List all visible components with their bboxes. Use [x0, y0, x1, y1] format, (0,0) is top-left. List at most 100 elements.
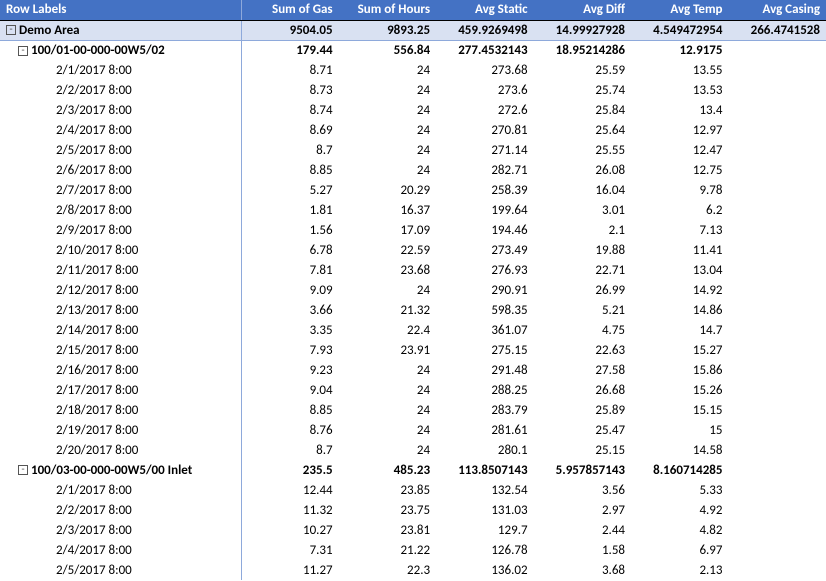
- group-1-row-19-avg-static[interactable]: 280.1: [436, 440, 533, 460]
- group-2-avg-casing[interactable]: [729, 460, 826, 480]
- group-2-row-4-avg-diff[interactable]: 3.68: [534, 560, 631, 580]
- group-2-label-cell[interactable]: -100/03-00-000-00W5/00 Inlet: [0, 460, 241, 480]
- group-2-avg-temp[interactable]: 8.160714285: [631, 460, 728, 480]
- collapse-icon[interactable]: -: [6, 25, 16, 35]
- group-1-row-14-avg-temp[interactable]: 15.27: [631, 340, 728, 360]
- group-2-row-1-avg-static[interactable]: 131.03: [436, 500, 533, 520]
- group-1-row-18-sum-gas[interactable]: 8.76: [241, 420, 338, 440]
- row-label-cell[interactable]: 2/4/2017 8:00: [0, 540, 241, 560]
- group-1-row-16-avg-diff[interactable]: 26.68: [534, 380, 631, 400]
- group-1-row-17-avg-casing[interactable]: [729, 400, 826, 420]
- group-1-row-19-avg-diff[interactable]: 25.15: [534, 440, 631, 460]
- group-1-row-12-avg-casing[interactable]: [729, 300, 826, 320]
- row-label-cell[interactable]: 2/15/2017 8:00: [0, 340, 241, 360]
- group-1-row-2-sum-hours[interactable]: 24: [339, 100, 436, 120]
- collapse-icon[interactable]: -: [18, 465, 28, 475]
- group-1-row-1-avg-diff[interactable]: 25.74: [534, 80, 631, 100]
- row-label-cell[interactable]: 2/4/2017 8:00: [0, 120, 241, 140]
- group-1-avg-diff[interactable]: 18.95214286: [534, 40, 631, 60]
- group-1-row-11-avg-diff[interactable]: 26.99: [534, 280, 631, 300]
- group-2-row-0-sum-hours[interactable]: 23.85: [339, 480, 436, 500]
- group-1-row-2-avg-static[interactable]: 272.6: [436, 100, 533, 120]
- group-1-row-18-avg-diff[interactable]: 25.47: [534, 420, 631, 440]
- group-1-row-1-avg-temp[interactable]: 13.53: [631, 80, 728, 100]
- group-1-row-3-avg-temp[interactable]: 12.97: [631, 120, 728, 140]
- row-label-cell[interactable]: 2/5/2017 8:00: [0, 560, 241, 580]
- grand-sum-hours[interactable]: 9893.25: [339, 20, 436, 40]
- grand-avg-casing[interactable]: 266.4741528: [729, 20, 826, 40]
- group-1-row-5-avg-temp[interactable]: 12.75: [631, 160, 728, 180]
- group-1-row-17-avg-temp[interactable]: 15.15: [631, 400, 728, 420]
- group-1-row-15-avg-casing[interactable]: [729, 360, 826, 380]
- group-2-row-0-avg-static[interactable]: 132.54: [436, 480, 533, 500]
- group-1-row-8-avg-casing[interactable]: [729, 220, 826, 240]
- group-2-row-1-avg-temp[interactable]: 4.92: [631, 500, 728, 520]
- header-avg-diff[interactable]: Avg Diff: [534, 0, 631, 20]
- row-label-cell[interactable]: 2/2/2017 8:00: [0, 80, 241, 100]
- group-1-row-4-avg-diff[interactable]: 25.55: [534, 140, 631, 160]
- row-label-cell[interactable]: 2/12/2017 8:00: [0, 280, 241, 300]
- group-1-row-12-avg-static[interactable]: 598.35: [436, 300, 533, 320]
- group-1-row-17-avg-diff[interactable]: 25.89: [534, 400, 631, 420]
- grand-avg-temp[interactable]: 4.549472954: [631, 20, 728, 40]
- row-label-cell[interactable]: 2/2/2017 8:00: [0, 500, 241, 520]
- group-1-row-10-sum-gas[interactable]: 7.81: [241, 260, 338, 280]
- group-1-row-10-avg-static[interactable]: 276.93: [436, 260, 533, 280]
- group-1-row-9-avg-casing[interactable]: [729, 240, 826, 260]
- group-2-row-2-avg-static[interactable]: 129.7: [436, 520, 533, 540]
- row-label-cell[interactable]: 2/7/2017 8:00: [0, 180, 241, 200]
- row-label-cell[interactable]: 2/17/2017 8:00: [0, 380, 241, 400]
- row-label-cell[interactable]: 2/1/2017 8:00: [0, 480, 241, 500]
- group-1-row-9-avg-temp[interactable]: 11.41: [631, 240, 728, 260]
- row-label-cell[interactable]: 2/5/2017 8:00: [0, 140, 241, 160]
- group-1-row-11-avg-static[interactable]: 290.91: [436, 280, 533, 300]
- group-1-row-5-avg-diff[interactable]: 26.08: [534, 160, 631, 180]
- header-sum-hours[interactable]: Sum of Hours: [339, 0, 436, 20]
- group-1-row-3-sum-hours[interactable]: 24: [339, 120, 436, 140]
- group-2-row-0-sum-gas[interactable]: 12.44: [241, 480, 338, 500]
- group-2-row-0-avg-temp[interactable]: 5.33: [631, 480, 728, 500]
- group-1-row-16-avg-casing[interactable]: [729, 380, 826, 400]
- group-1-row-4-avg-temp[interactable]: 12.47: [631, 140, 728, 160]
- group-1-row-13-sum-gas[interactable]: 3.35: [241, 320, 338, 340]
- group-1-row-11-avg-casing[interactable]: [729, 280, 826, 300]
- group-1-row-15-sum-hours[interactable]: 24: [339, 360, 436, 380]
- group-1-row-16-avg-temp[interactable]: 15.26: [631, 380, 728, 400]
- group-2-row-3-avg-casing[interactable]: [729, 540, 826, 560]
- group-2-row-4-avg-static[interactable]: 136.02: [436, 560, 533, 580]
- header-avg-static[interactable]: Avg Static: [436, 0, 533, 20]
- row-label-cell[interactable]: 2/6/2017 8:00: [0, 160, 241, 180]
- group-1-row-18-avg-casing[interactable]: [729, 420, 826, 440]
- group-1-row-16-sum-gas[interactable]: 9.04: [241, 380, 338, 400]
- group-1-row-8-sum-hours[interactable]: 17.09: [339, 220, 436, 240]
- header-avg-casing[interactable]: Avg Casing: [729, 0, 826, 20]
- group-1-row-7-sum-hours[interactable]: 16.37: [339, 200, 436, 220]
- group-2-row-2-avg-diff[interactable]: 2.44: [534, 520, 631, 540]
- group-2-row-1-avg-diff[interactable]: 2.97: [534, 500, 631, 520]
- row-label-cell[interactable]: 2/16/2017 8:00: [0, 360, 241, 380]
- group-1-row-10-sum-hours[interactable]: 23.68: [339, 260, 436, 280]
- group-1-row-5-avg-casing[interactable]: [729, 160, 826, 180]
- group-1-row-0-avg-casing[interactable]: [729, 60, 826, 80]
- collapse-icon[interactable]: -: [18, 46, 28, 56]
- group-2-row-3-avg-static[interactable]: 126.78: [436, 540, 533, 560]
- group-1-row-3-avg-diff[interactable]: 25.64: [534, 120, 631, 140]
- group-1-row-5-avg-static[interactable]: 282.71: [436, 160, 533, 180]
- group-1-row-11-sum-gas[interactable]: 9.09: [241, 280, 338, 300]
- group-1-row-8-avg-static[interactable]: 194.46: [436, 220, 533, 240]
- row-label-cell[interactable]: 2/13/2017 8:00: [0, 300, 241, 320]
- group-1-row-3-avg-casing[interactable]: [729, 120, 826, 140]
- group-2-row-4-sum-gas[interactable]: 11.27: [241, 560, 338, 580]
- group-2-row-2-avg-temp[interactable]: 4.82: [631, 520, 728, 540]
- group-1-row-14-avg-casing[interactable]: [729, 340, 826, 360]
- group-2-row-3-avg-temp[interactable]: 6.97: [631, 540, 728, 560]
- row-label-cell[interactable]: 2/3/2017 8:00: [0, 100, 241, 120]
- group-1-row-18-avg-static[interactable]: 281.61: [436, 420, 533, 440]
- group-1-row-4-sum-hours[interactable]: 24: [339, 140, 436, 160]
- group-1-row-13-avg-static[interactable]: 361.07: [436, 320, 533, 340]
- group-1-row-3-avg-static[interactable]: 270.81: [436, 120, 533, 140]
- group-1-row-8-sum-gas[interactable]: 1.56: [241, 220, 338, 240]
- group-1-row-19-avg-temp[interactable]: 14.58: [631, 440, 728, 460]
- group-1-row-12-avg-temp[interactable]: 14.86: [631, 300, 728, 320]
- group-1-row-15-avg-temp[interactable]: 15.86: [631, 360, 728, 380]
